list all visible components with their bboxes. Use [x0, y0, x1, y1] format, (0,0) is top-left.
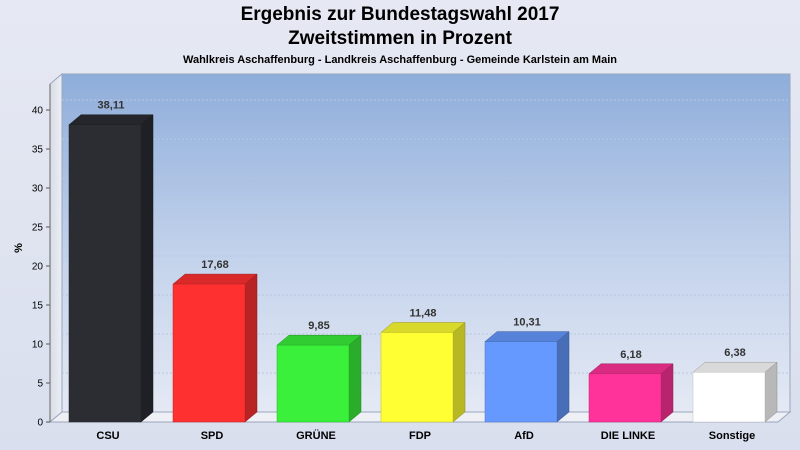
- bar-csu: [68, 114, 154, 423]
- bar-spd: [172, 273, 258, 423]
- chart-title: Ergebnis zur Bundestagswahl 2017: [240, 4, 560, 25]
- category-label: Sonstige: [709, 430, 755, 442]
- bar-front: [68, 124, 142, 423]
- value-label: 11,48: [410, 307, 437, 319]
- bar-top: [276, 334, 362, 346]
- bar-front: [172, 283, 246, 423]
- y-tick-label: 15: [32, 301, 44, 312]
- bar-side: [764, 361, 778, 423]
- y-tick-label: 0: [37, 418, 43, 429]
- category-label: AfD: [514, 430, 534, 442]
- bar-side: [452, 321, 466, 423]
- value-label: 17,68: [201, 259, 229, 271]
- y-tick-label: 10: [32, 340, 44, 351]
- bar-side: [244, 273, 258, 423]
- bar-top: [380, 322, 466, 333]
- category-label: SPD: [201, 430, 224, 442]
- bar-side: [348, 334, 362, 423]
- bar-front: [276, 344, 350, 423]
- bar-fdp: [380, 321, 466, 423]
- bar-top: [172, 273, 258, 285]
- value-label: 10,31: [513, 317, 541, 329]
- value-label: 6,38: [724, 347, 745, 359]
- bar-afd: [484, 331, 570, 423]
- value-label: 6,18: [620, 349, 641, 361]
- y-tick-label: 30: [32, 184, 44, 195]
- chart-subtitle: Wahlkreis Aschaffenburg - Landkreis Asch…: [183, 54, 617, 66]
- y-tick-label: 40: [32, 106, 44, 117]
- y-tick-label: 35: [32, 145, 44, 156]
- bar-front: [588, 373, 662, 423]
- bar-front: [380, 332, 454, 423]
- bar-top: [484, 331, 570, 342]
- value-label: 38,11: [98, 100, 125, 112]
- y-tick-label: 5: [37, 379, 43, 390]
- category-label: CSU: [96, 430, 119, 442]
- bar-die-linke: [588, 363, 674, 423]
- bar-sonstige: [692, 361, 778, 423]
- y-axis-title: %: [13, 243, 25, 253]
- category-label: DIE LINKE: [601, 430, 655, 442]
- value-label: 9,85: [308, 320, 329, 332]
- bar-side: [556, 331, 570, 423]
- bar-top: [588, 363, 674, 375]
- chart-title-line-2: Zweitstimmen in Prozent: [288, 28, 512, 49]
- y-tick-label: 20: [32, 262, 44, 273]
- bar-front: [692, 371, 766, 423]
- bar-top: [68, 114, 154, 125]
- y-tick-label: 25: [32, 223, 44, 234]
- bar-side: [140, 114, 154, 423]
- category-label: FDP: [409, 430, 431, 442]
- bar-grüne: [276, 334, 362, 423]
- category-label: GRÜNE: [296, 429, 336, 442]
- bar-top: [692, 361, 778, 373]
- left-wall: [49, 72, 63, 424]
- bar-front: [484, 341, 558, 423]
